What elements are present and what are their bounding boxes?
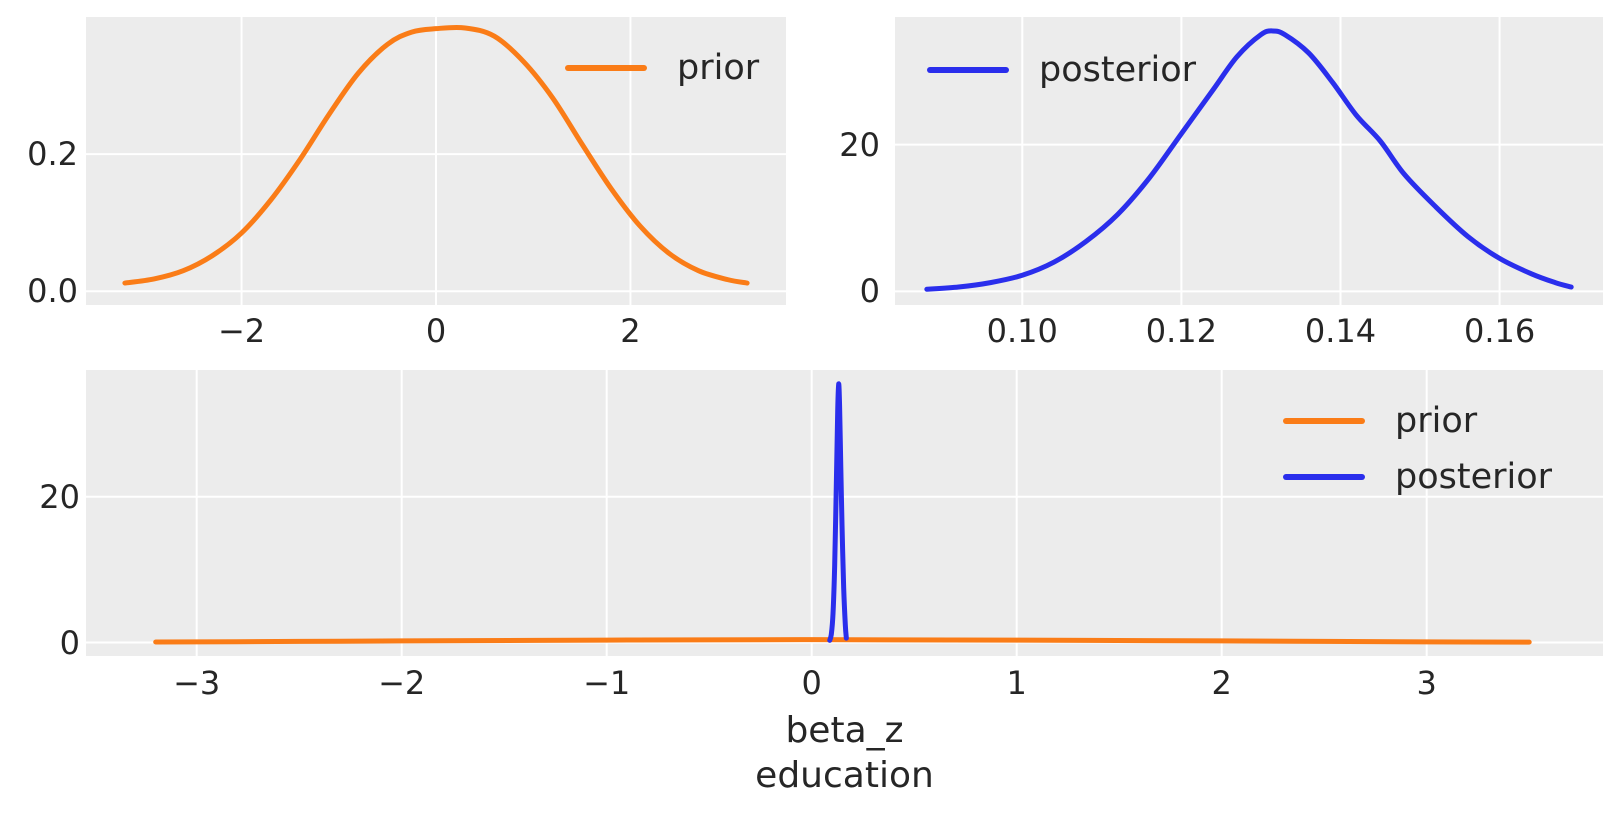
y-tick-label: 0 <box>59 623 80 662</box>
legend-label-posterior: posterior <box>1395 457 1553 497</box>
legend-label-prior: prior <box>677 48 760 88</box>
legend-joint: prior posterior <box>1283 399 1552 499</box>
prior-curve <box>122 24 750 286</box>
y-tick-label: 0.2 <box>27 135 78 174</box>
legend-prior-marginal: prior <box>565 46 759 90</box>
x-tick-label: 0.12 <box>1145 312 1217 350</box>
x-tick-label: 2 <box>620 312 641 350</box>
legend-swatch-prior <box>1283 418 1365 424</box>
x-tick-label: 2 <box>1211 664 1232 702</box>
y-tick-label: 20 <box>839 125 880 164</box>
panel-posterior-marginal: 0.10 0.12 0.14 0.16 0 20 <box>839 17 1603 350</box>
x-axis-label: beta_z education <box>86 708 1603 798</box>
legend-swatch-posterior <box>1283 474 1365 480</box>
legend-label-prior: prior <box>1395 401 1478 441</box>
legend-posterior-marginal: posterior <box>927 48 1196 92</box>
panel-prior-marginal: −2 0 2 0.0 0.2 <box>27 17 786 350</box>
legend-swatch-prior <box>565 65 647 71</box>
x-tick-label: −2 <box>217 312 266 350</box>
x-axis-label-line2: education <box>755 755 934 796</box>
prior-curve <box>153 637 1532 645</box>
x-tick-label: −3 <box>173 664 221 702</box>
y-tick-label: 0.0 <box>27 272 78 311</box>
joint-plot <box>86 370 1603 656</box>
y-tick-label: 20 <box>39 477 80 516</box>
posterior-marginal-plot <box>895 17 1603 305</box>
y-tick-label: 0 <box>859 272 880 311</box>
legend-item-prior: prior <box>1283 399 1552 443</box>
legend-item-posterior: posterior <box>1283 455 1552 499</box>
x-tick-label: 0 <box>801 664 822 702</box>
x-axis-label-line1: beta_z <box>785 710 904 751</box>
posterior-curve <box>827 381 849 643</box>
legend-label-posterior: posterior <box>1039 50 1197 90</box>
plot-area <box>895 17 1603 305</box>
x-tick-label: −1 <box>583 664 631 702</box>
posterior-curve <box>924 28 1574 292</box>
x-tick-label: 1 <box>1006 664 1027 702</box>
x-tick-label: 0.10 <box>986 312 1058 350</box>
legend-swatch-posterior <box>927 67 1009 73</box>
panel-joint: −3 −2 −1 0 1 2 3 0 20 <box>39 370 1603 702</box>
legend-item-prior: prior <box>565 46 759 90</box>
x-tick-label: −2 <box>378 664 426 702</box>
x-tick-label: 3 <box>1416 664 1437 702</box>
x-tick-label: 0.14 <box>1304 312 1377 350</box>
x-tick-label: 0.16 <box>1463 312 1536 350</box>
legend-item-posterior: posterior <box>927 48 1196 92</box>
x-tick-label: 0 <box>425 312 447 350</box>
